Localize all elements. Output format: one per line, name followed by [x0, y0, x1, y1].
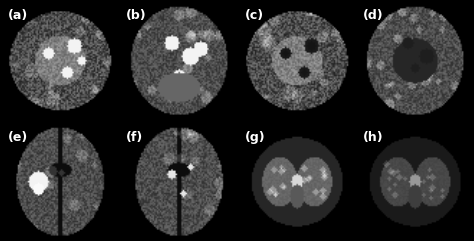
Text: (g): (g)	[245, 131, 265, 144]
Text: (e): (e)	[8, 131, 28, 144]
Text: (c): (c)	[245, 9, 264, 22]
Text: (b): (b)	[127, 9, 147, 22]
Text: (d): (d)	[363, 9, 383, 22]
Text: (a): (a)	[8, 9, 28, 22]
Text: (f): (f)	[127, 131, 144, 144]
Text: (h): (h)	[363, 131, 383, 144]
